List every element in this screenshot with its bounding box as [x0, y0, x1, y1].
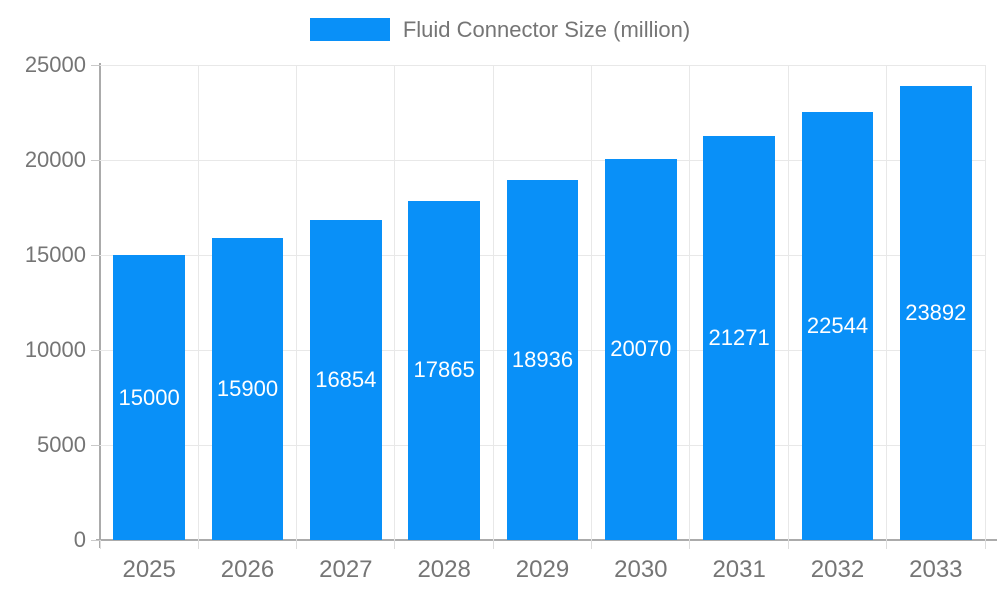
y-axis-label: 5000	[37, 432, 86, 457]
y-axis-label: 20000	[24, 147, 86, 172]
y-axis-tick	[91, 64, 100, 66]
bar[interactable]: 20070	[604, 158, 677, 540]
gridline-horizontal	[100, 64, 985, 66]
y-axis-label: 25000	[24, 52, 86, 77]
x-axis-tick	[394, 540, 396, 549]
legend: Fluid Connector Size (million)	[0, 18, 1000, 41]
bar-value-label: 17865	[413, 357, 475, 383]
bar-value-label: 18936	[511, 347, 574, 373]
x-axis-line	[96, 539, 997, 541]
y-axis-tick	[91, 539, 100, 541]
y-axis-label: 15000	[24, 242, 86, 267]
gridline-vertical	[787, 65, 789, 540]
gridline-vertical	[984, 65, 986, 540]
gridline-vertical	[689, 65, 691, 540]
x-axis-label: 2031	[712, 556, 766, 583]
x-axis-labels: 2025 2026 2027 2028 2029 2030 2031 2032 2033	[100, 556, 985, 588]
gridline-vertical	[197, 65, 199, 540]
bar-value-label: 15900	[216, 375, 279, 401]
y-axis-label: 0	[73, 527, 86, 552]
x-axis-label: 2028	[417, 556, 471, 583]
bar[interactable]: 16854	[309, 219, 382, 540]
bar[interactable]: 18936	[506, 180, 579, 540]
bar-column: 17865	[395, 65, 493, 540]
y-axis-tick	[91, 349, 100, 351]
bar-value-label: 22544	[806, 312, 869, 338]
gridline-vertical	[394, 65, 396, 540]
x-axis-tick	[197, 540, 199, 549]
x-axis-tick	[591, 540, 593, 549]
bar-value-label: 16854	[315, 366, 377, 392]
bar[interactable]: 15000	[113, 255, 186, 540]
y-axis-tick	[91, 159, 100, 161]
x-axis-tick	[296, 540, 298, 549]
x-axis-tick	[99, 540, 101, 549]
bar[interactable]: 21271	[703, 135, 776, 540]
x-axis-tick	[689, 540, 691, 549]
x-axis-tick	[492, 540, 494, 549]
y-axis-tick	[91, 444, 100, 446]
bar-column: 21271	[690, 65, 788, 540]
bar-column: 18936	[493, 65, 591, 540]
x-axis-tick	[787, 540, 789, 549]
gridline-vertical	[492, 65, 494, 540]
bar-value-label: 20070	[610, 336, 672, 362]
bar-column: 20070	[592, 65, 690, 540]
bar[interactable]: 17865	[408, 200, 481, 540]
gridline-horizontal	[100, 159, 985, 161]
y-axis-label: 10000	[24, 337, 86, 362]
x-axis-label: 2025	[122, 556, 176, 583]
plot-area: 15000 15900 16854 17865 18936 20070 21271 22544…	[91, 63, 997, 549]
x-axis-label: 2029	[515, 556, 570, 583]
legend-swatch-icon	[309, 18, 390, 41]
legend-label: Fluid Connector Size (million)	[402, 17, 691, 42]
legend-item[interactable]: Fluid Connector Size (million)	[309, 17, 691, 42]
y-axis-line	[99, 63, 101, 548]
x-axis-label: 2026	[220, 556, 275, 583]
bar-column: 15000	[100, 65, 198, 540]
y-axis-tick	[91, 254, 100, 256]
x-axis-label: 2033	[909, 556, 963, 583]
x-axis-label: 2027	[319, 556, 373, 583]
gridline-vertical	[886, 65, 888, 540]
bar[interactable]: 22544	[801, 111, 874, 540]
bar-value-label: 23892	[905, 300, 967, 326]
bar[interactable]: 23892	[899, 86, 972, 540]
x-axis-label: 2032	[810, 556, 865, 583]
bar-value-label: 15000	[118, 384, 180, 410]
x-axis-tick	[984, 540, 986, 549]
bar-column: 15900	[198, 65, 296, 540]
gridline-vertical	[591, 65, 593, 540]
bar-value-label: 21271	[708, 324, 770, 350]
bar-column: 22544	[788, 65, 886, 540]
bar[interactable]: 15900	[211, 237, 284, 540]
x-axis-tick	[886, 540, 888, 549]
bar-column: 23892	[887, 65, 985, 540]
bar-column: 16854	[297, 65, 395, 540]
y-axis-labels: 0 5000 10000 15000 20000 25000	[0, 52, 86, 552]
gridline-vertical	[296, 65, 298, 540]
x-axis-label: 2030	[614, 556, 668, 583]
